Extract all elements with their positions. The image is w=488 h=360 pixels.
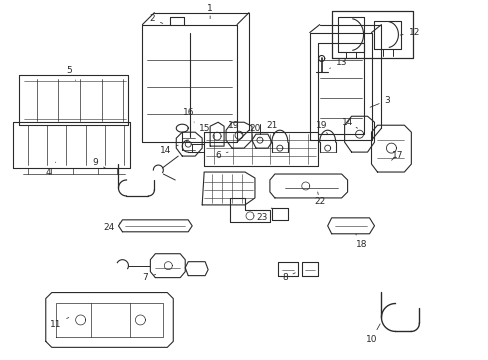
Text: 10: 10	[365, 324, 379, 344]
Text: 18: 18	[355, 234, 366, 249]
Text: 9: 9	[93, 158, 106, 168]
Text: 12: 12	[399, 28, 419, 37]
Text: 24: 24	[102, 223, 120, 232]
Text: 19: 19	[228, 121, 242, 134]
Text: 20: 20	[249, 124, 260, 138]
Text: 5: 5	[66, 66, 76, 80]
Text: 21: 21	[265, 121, 277, 135]
Text: 11: 11	[50, 318, 68, 329]
Text: 6: 6	[215, 150, 227, 159]
Text: 17: 17	[391, 150, 402, 160]
Text: 14: 14	[159, 145, 178, 154]
Text: 22: 22	[313, 192, 325, 206]
Text: 4: 4	[46, 162, 56, 176]
Text: 2: 2	[149, 14, 163, 23]
Text: 15: 15	[199, 124, 214, 136]
Text: 14: 14	[341, 118, 357, 128]
Text: 13: 13	[329, 58, 346, 68]
Text: 3: 3	[369, 96, 389, 107]
Text: 1: 1	[207, 4, 213, 19]
Text: 8: 8	[282, 273, 295, 282]
Text: 19: 19	[315, 121, 327, 134]
Text: 16: 16	[182, 108, 194, 122]
Text: 23: 23	[256, 208, 271, 222]
Text: 7: 7	[142, 273, 155, 282]
